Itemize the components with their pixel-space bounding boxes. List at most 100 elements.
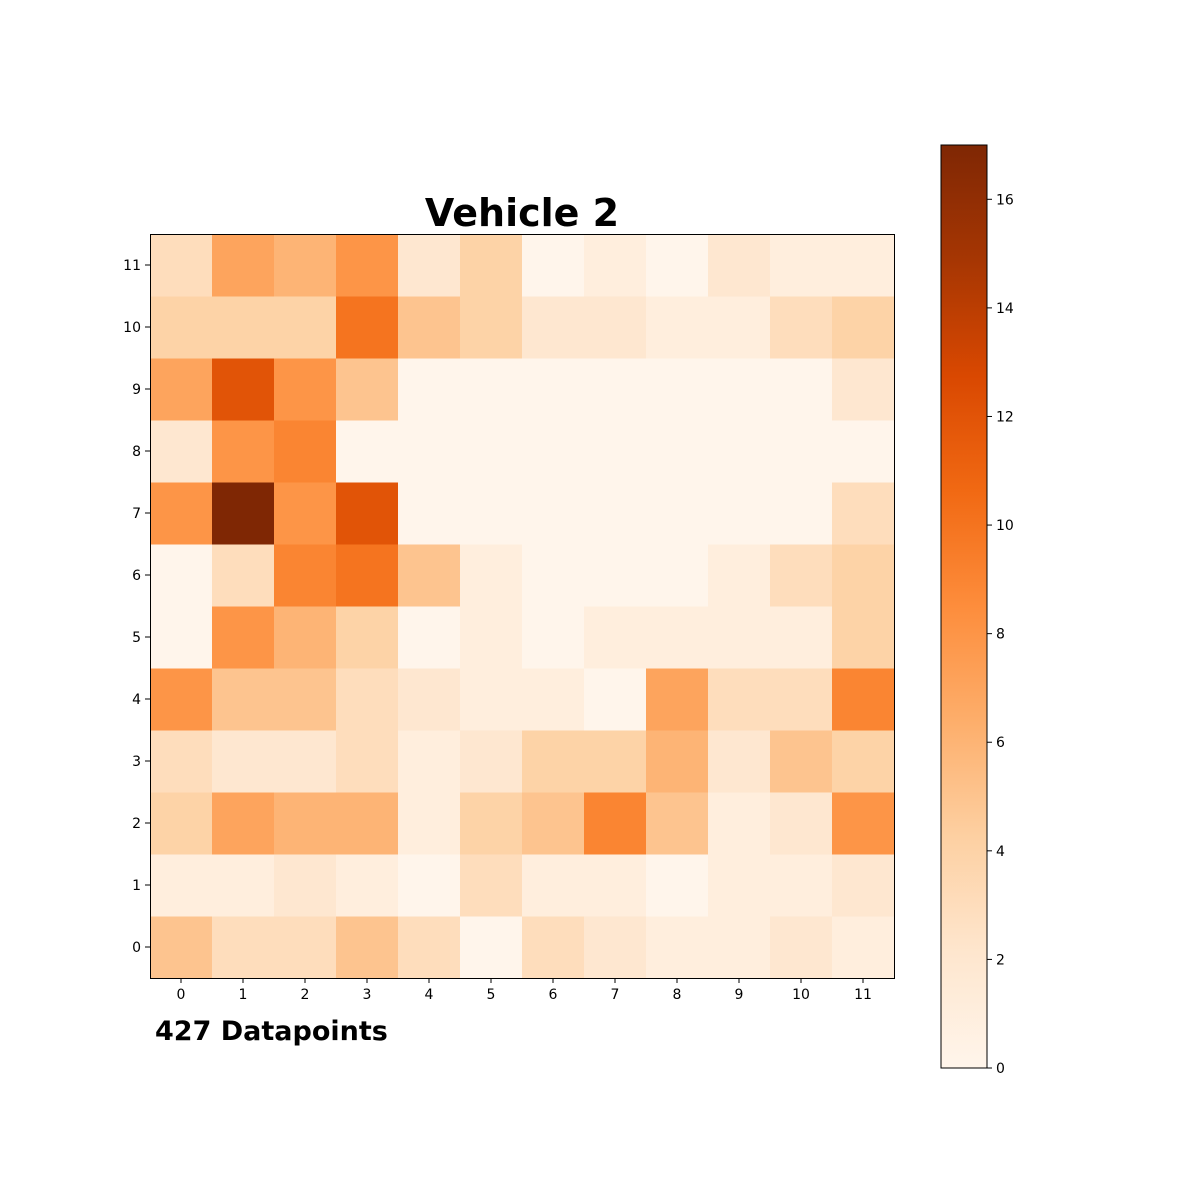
heatmap-cell (708, 854, 771, 917)
heatmap-cell (708, 482, 771, 545)
heatmap-cell (832, 668, 895, 731)
colorbar-tick-label: 8 (996, 627, 1005, 643)
heatmap-cell (150, 730, 213, 793)
heatmap-cell (522, 606, 585, 669)
heatmap-cell (150, 358, 213, 421)
heatmap-cell (460, 854, 523, 917)
heatmap-cell (398, 606, 461, 669)
y-tick-label: 9 (132, 382, 141, 398)
heatmap-cell (708, 420, 771, 483)
heatmap-cell (646, 234, 709, 297)
heatmap-cell (522, 358, 585, 421)
heatmap-cell (274, 854, 337, 917)
heatmap-cell (460, 296, 523, 359)
heatmap-cell (708, 916, 771, 979)
heatmap-cell (646, 482, 709, 545)
heatmap-cell (274, 792, 337, 855)
heatmap-cell (646, 606, 709, 669)
plot-frame (150, 234, 895, 979)
heatmap-cell (336, 606, 399, 669)
heatmap-cell (522, 544, 585, 607)
heatmap-cell (522, 730, 585, 793)
heatmap-cell (274, 668, 337, 731)
heatmap-cell (336, 668, 399, 731)
heatmap-cell (336, 420, 399, 483)
heatmap-cell (150, 792, 213, 855)
heatmap-cell (832, 234, 895, 297)
heatmap-cell (708, 606, 771, 669)
y-tick-label: 7 (132, 506, 141, 522)
heatmap-cell (398, 234, 461, 297)
heatmap-cell (212, 358, 275, 421)
x-axis-ticks: 0 1 2 3 4 5 6 7 8 9 10 11 (177, 978, 872, 1003)
colorbar-ticks: 0 2 4 6 8 10 12 14 16 (987, 192, 1014, 1077)
colorbar-tick-label: 2 (996, 952, 1005, 968)
heatmap-cell (460, 544, 523, 607)
heatmap-cell (460, 234, 523, 297)
heatmap-cell (460, 420, 523, 483)
x-tick-label: 10 (792, 987, 810, 1003)
heatmap-cell (708, 296, 771, 359)
heatmap-cell (522, 792, 585, 855)
heatmap-cell (646, 544, 709, 607)
y-tick-label: 11 (123, 258, 141, 274)
heatmap-cell (522, 854, 585, 917)
heatmap-cell (584, 296, 647, 359)
y-tick-label: 4 (132, 692, 141, 708)
heatmap-cell (832, 606, 895, 669)
heatmap-cell (832, 482, 895, 545)
x-tick-label: 5 (487, 987, 496, 1003)
heatmap-cell (460, 792, 523, 855)
heatmap-cell (398, 296, 461, 359)
heatmap-cell (770, 854, 833, 917)
heatmap-cell (398, 544, 461, 607)
heatmap-cell (522, 916, 585, 979)
heatmap-cell (398, 358, 461, 421)
heatmap-cell (398, 916, 461, 979)
colorbar-tick-label: 10 (996, 518, 1014, 534)
y-axis-ticks: 0 1 2 3 4 5 6 7 8 9 10 11 (123, 258, 150, 956)
heatmap-cell (274, 358, 337, 421)
x-tick-label: 0 (177, 987, 186, 1003)
heatmap-cell (646, 730, 709, 793)
heatmap-cell (274, 916, 337, 979)
heatmap-cell (584, 358, 647, 421)
heatmap-cell (770, 606, 833, 669)
heatmap-cell (770, 544, 833, 607)
heatmap-cell (770, 358, 833, 421)
heatmap-cell (150, 482, 213, 545)
heatmap-cell (274, 296, 337, 359)
colorbar-tick-label: 16 (996, 192, 1014, 208)
x-tick-label: 1 (239, 987, 248, 1003)
heatmap-cell (274, 606, 337, 669)
heatmap-cell (584, 544, 647, 607)
heatmap-cell (522, 668, 585, 731)
heatmap-cell (398, 668, 461, 731)
heatmap-cell (460, 482, 523, 545)
heatmap-cell (274, 544, 337, 607)
heatmap-cell (522, 234, 585, 297)
x-tick-label: 9 (735, 987, 744, 1003)
heatmap-cell (646, 420, 709, 483)
heatmap-cell (584, 854, 647, 917)
heatmap-cell (212, 420, 275, 483)
heatmap-cell (212, 730, 275, 793)
heatmap-cell (832, 420, 895, 483)
heatmap-cell (708, 234, 771, 297)
y-tick-label: 6 (132, 568, 141, 584)
heatmap-cell (770, 296, 833, 359)
heatmap-cell (584, 482, 647, 545)
heatmap-cell (646, 296, 709, 359)
heatmap-cell (150, 916, 213, 979)
heatmap-cell (584, 668, 647, 731)
x-tick-label: 11 (854, 987, 872, 1003)
heatmap-cell (646, 854, 709, 917)
heatmap-cell (336, 234, 399, 297)
heatmap-cell (274, 482, 337, 545)
heatmap-cell (336, 482, 399, 545)
heatmap-cell (584, 916, 647, 979)
x-tick-label: 8 (673, 987, 682, 1003)
colorbar-tick-label: 6 (996, 735, 1005, 751)
heatmap-cell (460, 358, 523, 421)
